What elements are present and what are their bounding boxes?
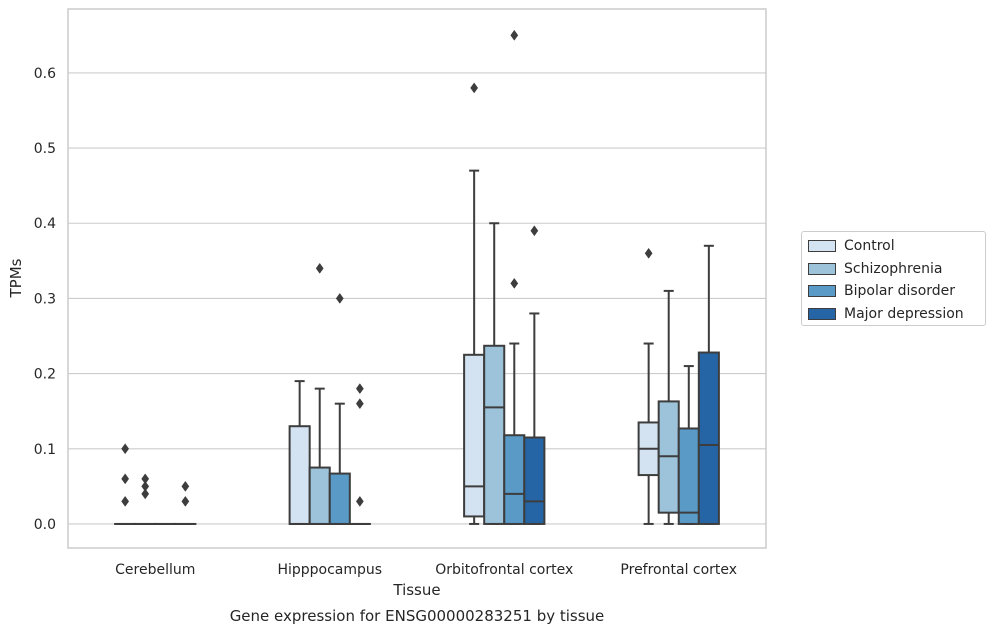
- legend-item: Bipolar disorder: [808, 280, 985, 303]
- y-tick-label: 0.5: [34, 141, 56, 157]
- outlier-point: [181, 480, 190, 492]
- outlier-point: [141, 480, 150, 492]
- y-tick-label: 0.3: [34, 291, 56, 307]
- outlier-point: [141, 473, 150, 485]
- legend-swatch: [808, 240, 836, 253]
- y-axis-ticks: 0.0 0.1 0.2 0.3 0.4 0.5 0.6: [34, 66, 56, 533]
- box-control: [463, 82, 486, 525]
- x-tick-label: Orbitofrontal cortex: [435, 562, 573, 578]
- box-iqr: [463, 353, 486, 518]
- outlier-point: [121, 443, 130, 455]
- y-tick-label: 0.0: [34, 517, 56, 533]
- outlier-point: [315, 262, 324, 274]
- box-iqr: [677, 427, 700, 525]
- grid-lines: [68, 72, 766, 525]
- x-axis-label: Tissue: [392, 581, 440, 599]
- legend-label: Control: [844, 238, 895, 255]
- x-tick-label: Prefrontal cortex: [620, 562, 737, 578]
- box-iqr: [483, 344, 506, 525]
- outlier-point: [355, 398, 364, 410]
- x-axis-ticks: Cerebellum Hipppocampus Orbitofrontal cort…: [115, 562, 737, 578]
- box-major-depression: [697, 244, 720, 525]
- box-control: [288, 380, 311, 525]
- legend-swatch: [808, 307, 836, 320]
- outlier-point: [470, 82, 479, 94]
- box-iqr: [288, 425, 311, 525]
- outlier-point: [644, 247, 653, 259]
- box-iqr: [523, 436, 546, 525]
- box-schizophrenia: [308, 262, 331, 525]
- box-schizophrenia: [483, 222, 506, 525]
- x-tick-label: Hipppocampus: [277, 562, 382, 578]
- legend-swatch: [808, 262, 836, 275]
- legend-label: Schizophrenia: [844, 260, 943, 277]
- legend-label: Bipolar disorder: [844, 283, 956, 300]
- box-control: [114, 443, 137, 525]
- outlier-point: [510, 29, 519, 41]
- y-tick-label: 0.4: [34, 216, 56, 232]
- outlier-point: [510, 277, 519, 289]
- outlier-point: [121, 495, 130, 507]
- y-axis-label: TPMs: [7, 258, 25, 298]
- plot-frame: [67, 8, 767, 549]
- box-iqr: [697, 351, 720, 525]
- legend-swatch: [808, 285, 836, 298]
- legend: Control Schizophrenia Bipolar disorder Majo…: [801, 231, 986, 326]
- outlier-point: [181, 495, 190, 507]
- box-iqr: [308, 466, 331, 525]
- outlier-point: [355, 495, 364, 507]
- figure-caption: Gene expression for ENSG00000283251 by t…: [229, 607, 605, 625]
- plot-boxes: [114, 29, 720, 525]
- box-major-depression: [174, 480, 197, 525]
- legend-item: Major depression: [808, 303, 985, 326]
- box-major-depression: [523, 225, 546, 525]
- outlier-point: [355, 383, 364, 395]
- box-control: [637, 247, 660, 525]
- box-bipolar-disorder: [328, 292, 351, 525]
- box-bipolar-disorder: [677, 365, 700, 525]
- y-tick-label: 0.6: [34, 66, 56, 82]
- outlier-point: [121, 473, 130, 485]
- y-tick-label: 0.2: [34, 367, 56, 383]
- legend-item: Schizophrenia: [808, 258, 985, 281]
- box-schizophrenia: [134, 473, 157, 525]
- x-tick-label: Cerebellum: [115, 562, 195, 578]
- box-bipolar-disorder: [503, 29, 526, 525]
- box-major-depression: [348, 383, 371, 525]
- box-schizophrenia: [657, 289, 680, 525]
- y-tick-label: 0.1: [34, 442, 56, 458]
- outlier-point: [141, 488, 150, 500]
- outlier-point: [530, 225, 539, 237]
- legend-item: Control: [808, 235, 985, 258]
- box-iqr: [503, 434, 526, 525]
- outlier-point: [335, 292, 344, 304]
- box-iqr: [328, 472, 351, 525]
- legend-label: Major depression: [844, 305, 964, 322]
